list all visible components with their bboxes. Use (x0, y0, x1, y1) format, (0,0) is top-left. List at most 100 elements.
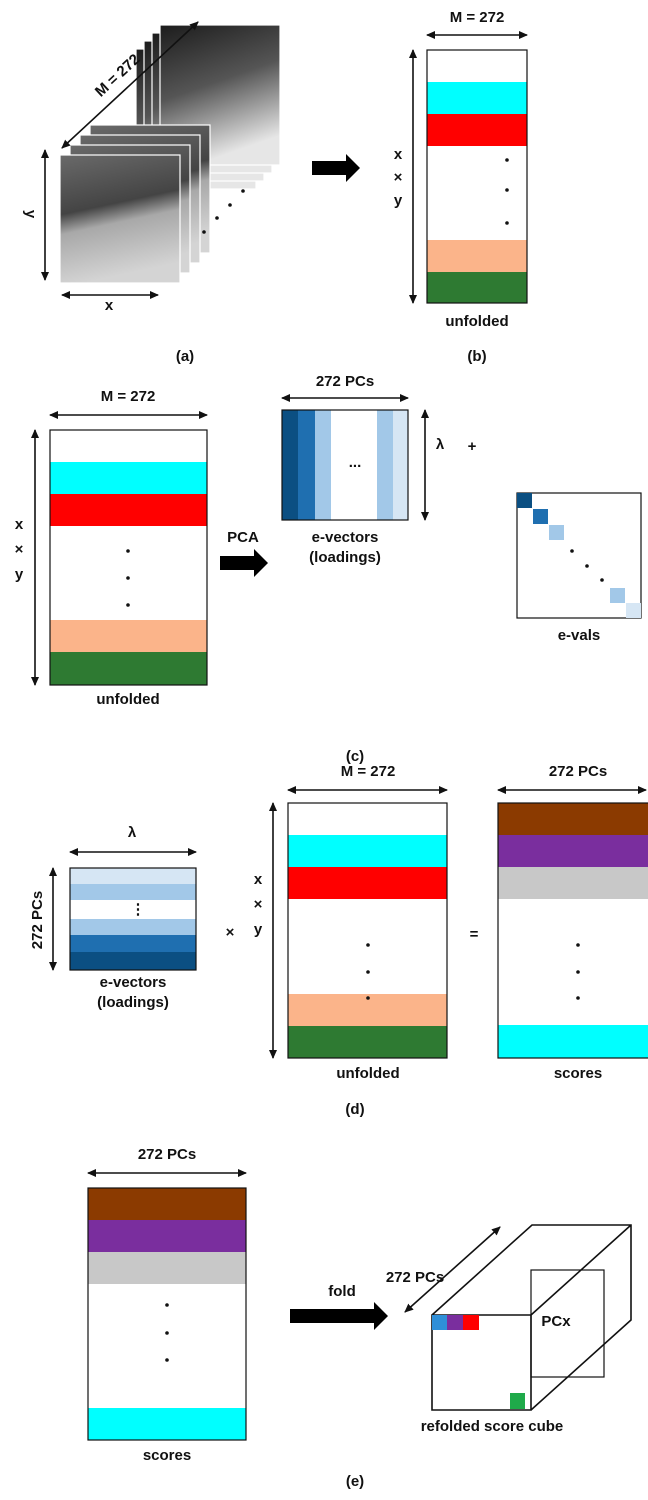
pixel (447, 1315, 463, 1330)
height-label: y (394, 192, 403, 209)
loading-column (393, 410, 408, 520)
band (498, 835, 648, 867)
eigenvalue (626, 603, 641, 618)
dot (576, 943, 580, 947)
dot (165, 1303, 169, 1307)
dot (366, 996, 370, 1000)
band (498, 803, 648, 835)
height-label: 272 PCs (29, 891, 46, 949)
band (50, 652, 207, 685)
height-label: × (394, 169, 403, 186)
band (427, 114, 527, 146)
band (70, 935, 196, 952)
band (288, 1026, 447, 1058)
dot (165, 1358, 169, 1362)
eigenvalue (610, 588, 625, 603)
loading-column (298, 410, 315, 520)
width-label: M = 272 (101, 388, 156, 405)
band (88, 1188, 246, 1220)
caption: (b) (467, 348, 486, 365)
image-frame (60, 155, 180, 283)
band (288, 835, 447, 867)
dot (241, 189, 245, 193)
loading-column (282, 410, 298, 520)
dot (366, 943, 370, 947)
height-label: x (394, 146, 403, 163)
width-label: λ (128, 824, 137, 841)
dot (228, 203, 232, 207)
band (50, 620, 207, 652)
width-label: 272 PCs (316, 373, 374, 390)
caption: (d) (345, 1101, 364, 1118)
matrix-label: unfolded (336, 1065, 399, 1082)
band (88, 1220, 246, 1252)
dot (585, 564, 589, 568)
figure: M = 272yx(a)M = 272x×yunfolded(b)M = 272… (0, 0, 648, 1500)
dot (215, 216, 219, 220)
height-label: × (254, 896, 263, 913)
dot (126, 576, 130, 580)
band (70, 884, 196, 900)
eigenvalue (517, 493, 532, 508)
band (50, 462, 207, 494)
arrow-label: fold (328, 1283, 356, 1300)
matrix-label: (loadings) (97, 994, 169, 1011)
width-label: M = 272 (341, 763, 396, 780)
matrix-label: unfolded (96, 691, 159, 708)
matrix-label: unfolded (445, 313, 508, 330)
dot (202, 230, 206, 234)
process-arrow (312, 154, 360, 182)
band (427, 82, 527, 114)
dot (126, 549, 130, 553)
operator: = (470, 926, 479, 943)
depth-label: 272 PCs (386, 1269, 444, 1286)
ellipsis: ⋮ (131, 901, 146, 918)
dot (366, 970, 370, 974)
band (70, 868, 196, 884)
axis-label: y (22, 210, 39, 219)
band (70, 919, 196, 935)
matrix-label: scores (554, 1065, 602, 1082)
matrix-label: e-vectors (100, 974, 167, 991)
pixel (432, 1315, 447, 1330)
band (88, 1408, 246, 1440)
band (50, 494, 207, 526)
matrix-label: (loadings) (309, 549, 381, 566)
band (88, 1252, 246, 1284)
height-label: y (15, 566, 24, 583)
dot (576, 970, 580, 974)
height-label: λ (436, 436, 445, 453)
loading-column (377, 410, 393, 520)
dot (570, 549, 574, 553)
dot (126, 603, 130, 607)
operator: + (468, 438, 477, 455)
height-label: x (254, 871, 263, 888)
dot (505, 158, 509, 162)
height-label: x (15, 516, 24, 533)
band (288, 867, 447, 899)
slice-label: PCx (541, 1313, 571, 1330)
loading-column (315, 410, 331, 520)
matrix-label: refolded score cube (421, 1418, 564, 1435)
process-arrow (220, 549, 268, 577)
width-label: 272 PCs (138, 1146, 196, 1163)
operator: × (226, 924, 235, 941)
pixel (510, 1393, 525, 1409)
eigenvalue (533, 509, 548, 524)
height-label: y (254, 921, 263, 938)
band (427, 240, 527, 272)
matrix-label: e-vals (558, 627, 601, 644)
caption: (e) (346, 1473, 364, 1490)
band (70, 952, 196, 970)
width-label: M = 272 (450, 9, 505, 26)
axis-label: x (105, 297, 114, 314)
pixel (463, 1315, 479, 1330)
eigenvalue (549, 525, 564, 540)
matrix-label: e-vectors (312, 529, 379, 546)
band (498, 1025, 648, 1058)
process-arrow (290, 1302, 388, 1330)
arrow-label: PCA (227, 529, 259, 546)
dot (505, 221, 509, 225)
dot (600, 578, 604, 582)
dot (576, 996, 580, 1000)
